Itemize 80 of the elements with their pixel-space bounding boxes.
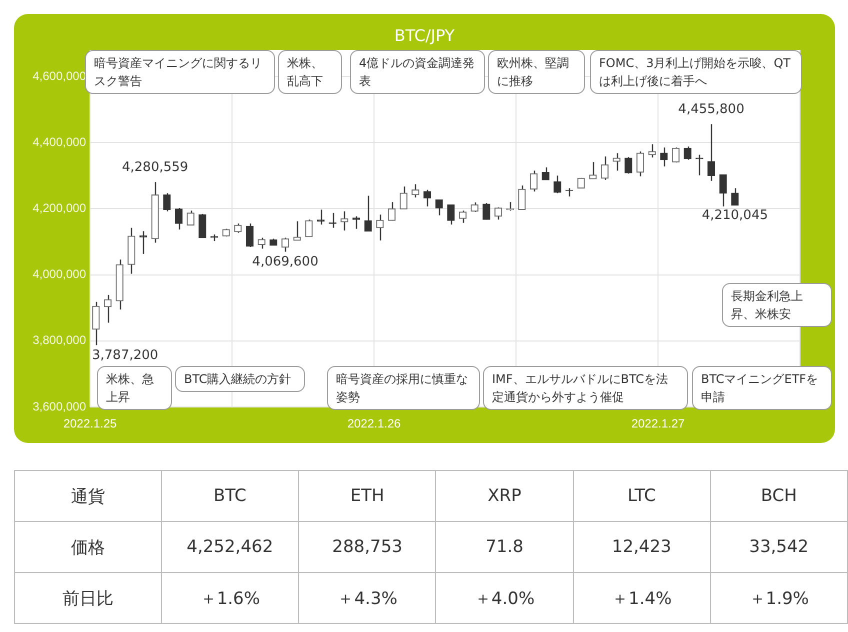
text: 価格 (14, 522, 162, 572)
y-tick-label: 4,600,000 (32, 68, 86, 83)
annotation: 4,280,559 (122, 160, 188, 175)
data-label: 288,753 (298, 522, 436, 572)
candlestick (530, 170, 538, 192)
y-tick-label: 3,600,000 (32, 399, 86, 414)
category-label: ETH (298, 470, 436, 522)
candlestick (600, 156, 609, 181)
candlestick (589, 161, 597, 180)
speech-bubble: BTC購入継続の方針 (175, 366, 305, 392)
data-label: ＋1.4% (573, 572, 710, 624)
candlestick (423, 189, 432, 207)
candlestick (198, 213, 206, 238)
y-tick-label: 3,800,000 (32, 333, 86, 348)
category-label: BCH (710, 470, 848, 522)
candlestick (470, 202, 478, 213)
data-label: ＋1.9% (710, 572, 848, 624)
data-label: 33,542 (710, 522, 848, 572)
candlestick (376, 214, 384, 241)
candlestick (316, 209, 325, 226)
speech-bubble: 米株、乱高下 (278, 50, 342, 94)
y-tick-label: 4,400,000 (32, 134, 86, 149)
candlestick (719, 174, 727, 207)
speech-bubble: 長期金利急上昇、米株安 (722, 283, 832, 327)
candlestick (258, 237, 266, 250)
candlestick (494, 206, 502, 220)
chart-title: BTC/JPY (393, 26, 456, 45)
candlestick (246, 222, 254, 248)
data-label: ＋4.0% (436, 572, 574, 624)
data-label: 4,252,462 (161, 522, 299, 572)
data-label: ＋1.6% (161, 572, 299, 624)
annotation: 4,455,800 (678, 102, 744, 117)
speech-bubble: 暗号資産の採用に慎重な姿勢 (327, 366, 480, 410)
candlestick (364, 195, 372, 232)
speech-bubble: BTCマイニングETFを申請 (692, 366, 832, 410)
candlestick (696, 154, 704, 176)
speech-bubble: IMF、エルサルバドルにBTCを法定通貨から外すよう催促 (483, 366, 688, 410)
data-label: ＋4.3% (298, 572, 436, 624)
y-tick-label: 4,200,000 (32, 200, 86, 215)
speech-bubble: 米株、急上昇 (97, 366, 172, 410)
data-label: 12,423 (573, 522, 710, 572)
candlestick (163, 192, 171, 212)
category-label: XRP (436, 470, 574, 522)
candlestick (648, 144, 656, 158)
candlestick (624, 156, 632, 174)
annotation: 4,210,045 (702, 208, 768, 224)
speech-bubble: FOMC、3月利上げ開始を示唆、QTは利上げ後に着手へ (590, 50, 802, 94)
candlestick (281, 237, 290, 252)
candlestick (186, 210, 194, 226)
text: 通貨 (14, 470, 162, 522)
annotation: 4,069,600 (252, 254, 318, 270)
candlestick (518, 184, 526, 210)
candlestick (707, 124, 716, 182)
category-label: BTC (161, 470, 299, 522)
data-label: 71.8 (436, 522, 574, 572)
candlestick (731, 188, 739, 206)
candlestick (139, 230, 148, 255)
candlestick (234, 222, 242, 234)
candlestick (174, 207, 183, 230)
x-tick-label: 2022.1.27 (631, 416, 686, 431)
candlestick (482, 202, 490, 220)
candlestick (305, 218, 313, 238)
annotation: 3,787,200 (92, 348, 158, 363)
category-label: LTC (573, 470, 710, 522)
candlestick (412, 184, 420, 198)
text: 前日比 (14, 572, 162, 624)
candlestick (435, 199, 443, 216)
x-tick-label: 2022.1.26 (347, 416, 402, 431)
x-tick-label: 2022.1.25 (63, 416, 118, 431)
candlestick (636, 150, 644, 177)
y-tick-label: 4,000,000 (32, 267, 86, 282)
candlestick (458, 210, 467, 224)
speech-bubble: 暗号資産マイニングに関するリスク警告 (85, 50, 275, 94)
candlestick (447, 204, 455, 226)
speech-bubble: 欧州株、堅調に推移 (488, 50, 585, 94)
candlestick (104, 294, 112, 324)
candlestick (400, 186, 408, 210)
speech-bubble: 4億ドルの資金調達発表 (350, 50, 485, 94)
candlestick (660, 146, 668, 167)
candlestick (672, 146, 680, 163)
